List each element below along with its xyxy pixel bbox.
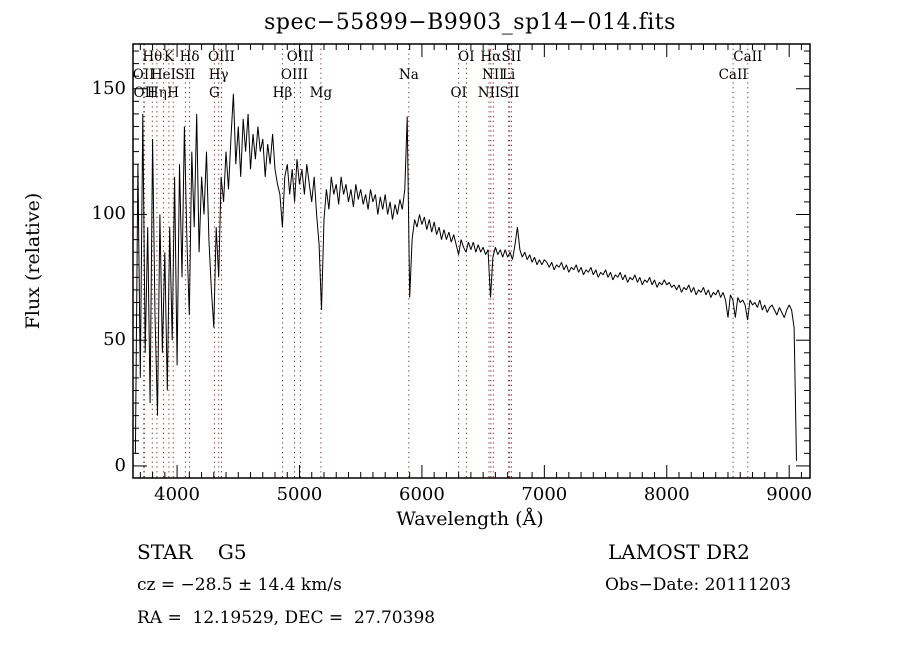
x-tick-label: 9000 [766, 484, 813, 505]
object-class-text: STAR G5 [137, 540, 247, 564]
y-tick-label: 50 [103, 329, 126, 351]
spectral-line-label: Na [398, 67, 419, 83]
radial-velocity-text: cz = −28.5 ± 14.4 km/s [137, 575, 342, 595]
spectral-line-label: Hθ [142, 49, 163, 65]
spectral-line-label: H [167, 85, 180, 101]
spectral-line-label: NII [482, 67, 505, 83]
spectral-line-label: OI [458, 49, 475, 65]
spectral-line-label: NII [477, 85, 501, 101]
spectral-line-label: Hβ [272, 85, 293, 101]
spectral-line-label: K [163, 49, 174, 65]
y-tick-label: 150 [91, 77, 126, 99]
spectral-line-label: HeI [150, 67, 177, 83]
spectral-line-label: Mg [309, 85, 333, 101]
x-axis-title: Wavelength (Å) [396, 508, 544, 530]
x-tick-label: 8000 [643, 484, 690, 505]
spectral-line-label: Hη [146, 85, 167, 101]
chart-title: spec−55899−B9903_sp14−014.fits [264, 10, 676, 35]
survey-release-text: LAMOST DR2 [608, 540, 750, 564]
spectral-line-label: Hδ [179, 49, 200, 65]
spectral-line-label: OIII [207, 49, 236, 65]
x-tick-label: 7000 [521, 484, 568, 505]
spectral-line-label: G [209, 85, 220, 101]
spectral-line-label: OIII [286, 49, 314, 65]
spectral-line-label: SII [501, 49, 522, 65]
plot-frame [132, 43, 811, 479]
spectral-line-label: CaII [718, 67, 748, 83]
spectral-line-label: OII [133, 85, 156, 101]
spectral-line-label: OII [132, 67, 155, 83]
spectrum-trace [134, 93, 797, 461]
spectral-line-label: OI [450, 85, 467, 101]
y-tick-label: 100 [91, 203, 126, 225]
spectral-line-label: Li [501, 67, 516, 83]
spectral-line-label: SII [175, 67, 196, 83]
spectral-line-label: SII [499, 85, 520, 101]
x-tick-label: 6000 [399, 484, 445, 505]
obs-date-text: Obs−Date: 20111203 [605, 575, 792, 595]
x-tick-label: 5000 [276, 484, 323, 505]
y-tick-label: 0 [114, 454, 126, 476]
spectral-line-label: Hγ [208, 67, 229, 83]
coordinates-text: RA = 12.19529, DEC = 27.70398 [137, 608, 436, 628]
x-tick-label: 4000 [154, 484, 200, 505]
spectral-line-label: OIII [280, 67, 308, 83]
spectral-line-label: Hα [480, 49, 502, 65]
spectral-line-label: CaII [733, 49, 763, 65]
y-axis-title: Flux (relative) [22, 192, 44, 330]
